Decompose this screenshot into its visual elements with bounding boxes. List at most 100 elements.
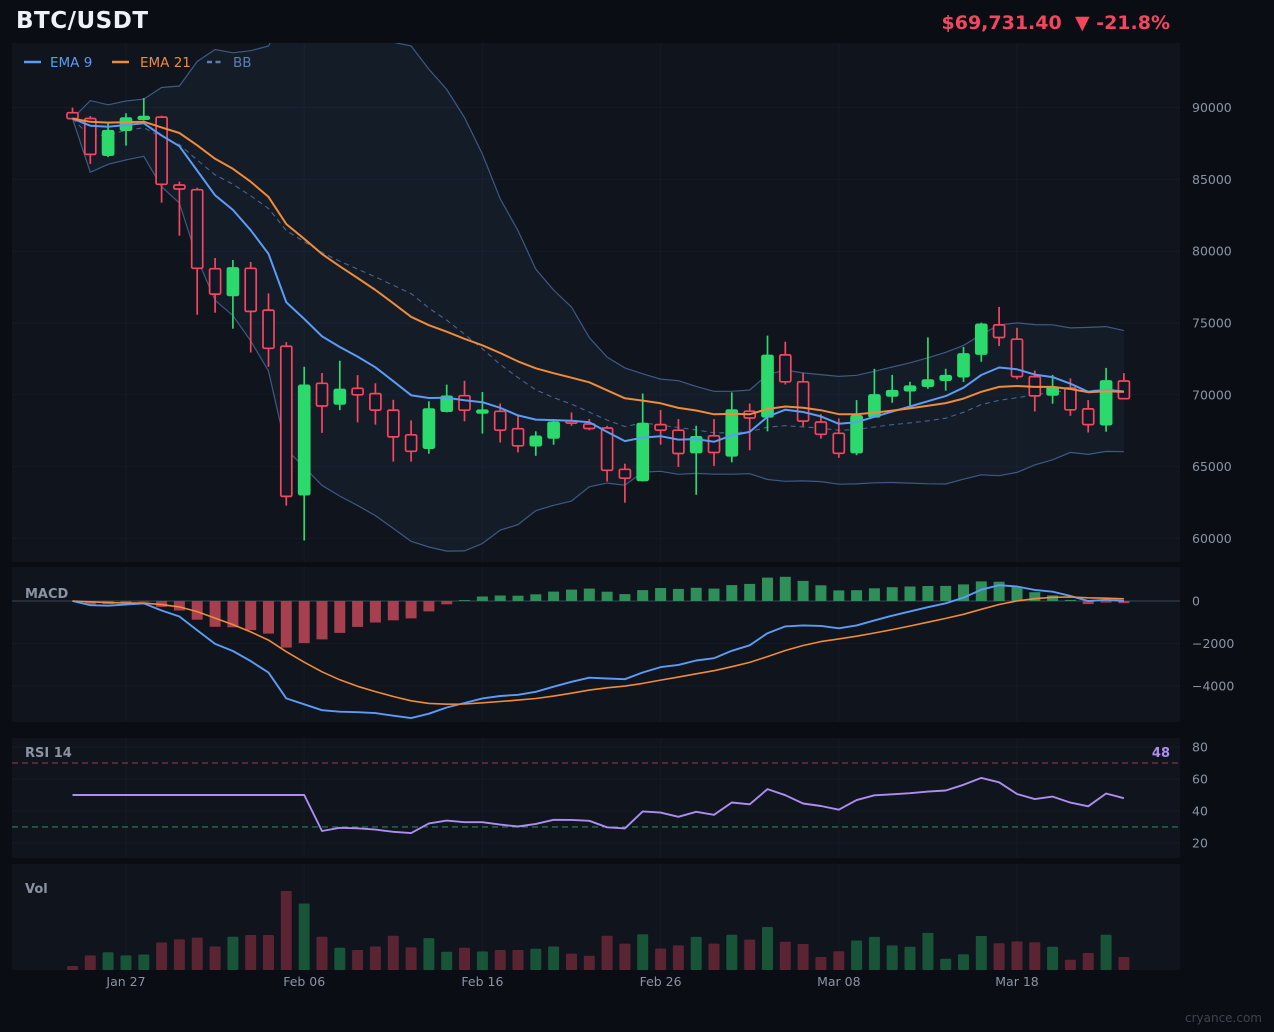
legend-label: BB bbox=[233, 55, 252, 71]
candle bbox=[689, 425, 703, 495]
rsi-axis-label: 60 bbox=[1192, 772, 1208, 787]
macd-panel-title: MACD bbox=[25, 587, 69, 602]
price-axis-label: 70000 bbox=[1192, 387, 1232, 402]
candle bbox=[422, 401, 436, 454]
rsi-line bbox=[72, 776, 1125, 835]
candle bbox=[778, 341, 792, 385]
candle bbox=[850, 400, 863, 456]
rsi-panel-title: RSI 14 bbox=[25, 746, 72, 761]
candle bbox=[796, 373, 810, 427]
rsi-axis-label: 20 bbox=[1192, 835, 1208, 850]
candle bbox=[725, 392, 739, 463]
candle bbox=[333, 360, 347, 411]
rsi-axis-label: 80 bbox=[1192, 740, 1208, 755]
panel-backgrounds bbox=[12, 43, 1180, 970]
candle bbox=[351, 375, 364, 423]
last-price: $69,731.40 bbox=[941, 12, 1062, 34]
candle bbox=[262, 293, 275, 367]
candle bbox=[137, 98, 151, 121]
candle bbox=[814, 414, 828, 439]
x-axis-label: Mar 08 bbox=[817, 974, 861, 989]
candle bbox=[618, 463, 632, 503]
chart-legend: EMA 9 EMA 21 BB bbox=[24, 55, 252, 71]
legend-label: EMA 21 bbox=[140, 55, 191, 71]
x-axis-label: Feb 26 bbox=[640, 974, 682, 989]
candle bbox=[1046, 374, 1059, 404]
candle bbox=[992, 306, 1006, 347]
macd-axis-label: −4000 bbox=[1192, 679, 1234, 694]
candle bbox=[279, 342, 293, 506]
candle bbox=[600, 425, 614, 482]
candle bbox=[386, 399, 400, 462]
x-axis-label: Mar 18 bbox=[995, 974, 1039, 989]
macd-line bbox=[72, 584, 1124, 720]
ema21-line bbox=[72, 117, 1124, 416]
candle bbox=[208, 258, 222, 313]
candle bbox=[244, 262, 258, 353]
candle bbox=[529, 431, 543, 456]
price-axis-label: 60000 bbox=[1192, 531, 1232, 546]
price-axis-label: 90000 bbox=[1192, 100, 1232, 115]
price-axis-label: 75000 bbox=[1192, 316, 1232, 331]
ema9-line bbox=[72, 117, 1125, 443]
price-change: -21.8% bbox=[1096, 12, 1170, 34]
candle bbox=[654, 410, 667, 445]
candle bbox=[173, 181, 186, 236]
candle bbox=[957, 347, 970, 382]
price-axis-label: 65000 bbox=[1192, 459, 1232, 474]
macd-panel bbox=[12, 576, 1180, 720]
rsi-panel bbox=[12, 762, 1180, 835]
symbol-title: BTC/USDT bbox=[16, 8, 149, 34]
candle bbox=[903, 381, 917, 406]
macd-panel-bg bbox=[12, 567, 1180, 722]
macd-signal-line bbox=[72, 596, 1124, 705]
header: BTC/USDT $69,731.40 ▼ -21.8% bbox=[0, 0, 1274, 43]
candle bbox=[511, 415, 525, 453]
legend-label: EMA 9 bbox=[50, 55, 92, 71]
rsi-panel-bg bbox=[12, 738, 1180, 858]
bollinger-upper-line bbox=[72, 43, 1125, 392]
price-axis-label: 85000 bbox=[1192, 172, 1232, 187]
rsi-value-label: 48 bbox=[1152, 746, 1170, 761]
rsi-axis-label: 40 bbox=[1192, 803, 1208, 818]
candle bbox=[1081, 400, 1095, 433]
bollinger-middle-line bbox=[72, 118, 1124, 434]
vol-panel-bg bbox=[12, 864, 1180, 970]
candle bbox=[761, 335, 774, 432]
candle bbox=[190, 187, 204, 315]
candle bbox=[1117, 373, 1131, 400]
candle bbox=[672, 419, 685, 467]
axis-labels: 90000 85000 80000 75000 70000 65000 60000 0 −200… bbox=[105, 100, 1234, 989]
volume-panel bbox=[67, 891, 1130, 970]
vol-panel-title: Vol bbox=[25, 882, 48, 897]
macd-axis-label: 0 bbox=[1192, 594, 1200, 609]
bollinger-lower-line bbox=[71, 118, 1124, 552]
candles-layer bbox=[66, 98, 1131, 541]
candle bbox=[101, 123, 115, 158]
candle bbox=[974, 322, 988, 362]
candle bbox=[476, 392, 489, 434]
x-axis-label: Feb 16 bbox=[461, 974, 503, 989]
candle bbox=[297, 366, 311, 541]
price-axis-label: 80000 bbox=[1192, 244, 1232, 259]
candle bbox=[404, 420, 418, 462]
candle bbox=[226, 260, 240, 329]
candle bbox=[369, 383, 382, 425]
candle bbox=[547, 419, 560, 445]
price-quote: $69,731.40 ▼ -21.8% bbox=[942, 12, 1171, 34]
candle bbox=[885, 374, 899, 403]
candle bbox=[921, 337, 935, 389]
macd-axis-label: −2000 bbox=[1192, 636, 1234, 651]
x-axis-label: Feb 06 bbox=[283, 974, 325, 989]
candle bbox=[493, 403, 507, 443]
price-panel bbox=[66, 43, 1131, 552]
candle bbox=[83, 116, 97, 164]
candle bbox=[832, 418, 846, 458]
x-axis-label: Jan 27 bbox=[105, 974, 145, 989]
candle bbox=[1010, 327, 1024, 380]
candle bbox=[315, 373, 329, 433]
candle bbox=[939, 368, 953, 391]
down-arrow-icon: ▼ bbox=[1074, 12, 1090, 34]
watermark: cryance.com bbox=[1184, 1011, 1262, 1025]
